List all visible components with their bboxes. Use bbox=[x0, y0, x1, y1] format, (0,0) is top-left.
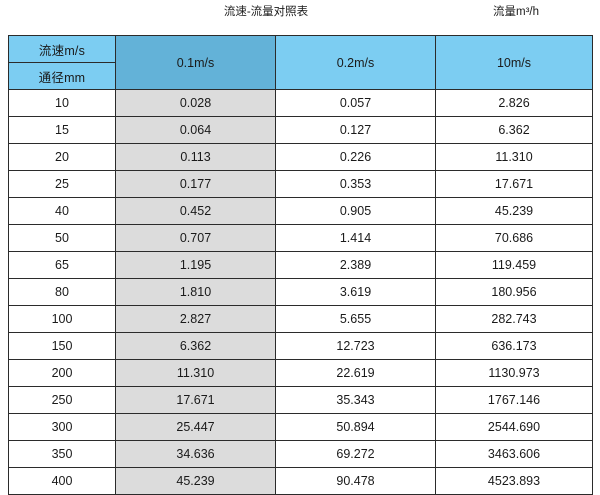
cell-flow-0-2: 22.619 bbox=[275, 359, 436, 387]
caption-row: 流速-流量对照表 流量m³/h bbox=[0, 0, 600, 33]
cell-diameter: 65 bbox=[8, 251, 116, 279]
flow-table-wrapper: 流速m/s 0.1m/s 0.2m/s 10m/s 通径mm 10 0.028 … bbox=[8, 35, 593, 495]
table-row: 40 0.452 0.905 45.239 bbox=[8, 197, 593, 225]
cell-flow-0-1: 0.113 bbox=[115, 143, 276, 171]
cell-flow-0-1: 0.028 bbox=[115, 89, 276, 117]
cell-diameter: 20 bbox=[8, 143, 116, 171]
table-row: 150 6.362 12.723 636.173 bbox=[8, 332, 593, 360]
cell-flow-10: 2.826 bbox=[435, 89, 593, 117]
table-row: 65 1.195 2.389 119.459 bbox=[8, 251, 593, 279]
cell-flow-0-2: 1.414 bbox=[275, 224, 436, 252]
cell-diameter: 15 bbox=[8, 116, 116, 144]
table-row: 400 45.239 90.478 4523.893 bbox=[8, 467, 593, 495]
cell-diameter: 200 bbox=[8, 359, 116, 387]
cell-flow-0-1: 17.671 bbox=[115, 386, 276, 414]
cell-flow-0-2: 90.478 bbox=[275, 467, 436, 495]
cell-flow-0-2: 0.353 bbox=[275, 170, 436, 198]
flow-rate-table: 流速m/s 0.1m/s 0.2m/s 10m/s 通径mm 10 0.028 … bbox=[8, 35, 593, 495]
corner-header-diameter-label: 通径mm bbox=[8, 62, 116, 90]
cell-diameter: 350 bbox=[8, 440, 116, 468]
table-title: 流速-流量对照表 bbox=[223, 6, 309, 18]
cell-flow-0-2: 0.226 bbox=[275, 143, 436, 171]
cell-flow-0-2: 50.894 bbox=[275, 413, 436, 441]
cell-flow-0-1: 6.362 bbox=[115, 332, 276, 360]
cell-flow-10: 4523.893 bbox=[435, 467, 593, 495]
cell-flow-10: 11.310 bbox=[435, 143, 593, 171]
cell-flow-0-2: 0.905 bbox=[275, 197, 436, 225]
cell-diameter: 80 bbox=[8, 278, 116, 306]
cell-diameter: 50 bbox=[8, 224, 116, 252]
cell-flow-0-2: 0.127 bbox=[275, 116, 436, 144]
cell-diameter: 300 bbox=[8, 413, 116, 441]
table-row: 100 2.827 5.655 282.743 bbox=[8, 305, 593, 333]
table-row: 80 1.810 3.619 180.956 bbox=[8, 278, 593, 306]
table-row: 50 0.707 1.414 70.686 bbox=[8, 224, 593, 252]
table-row: 10 0.028 0.057 2.826 bbox=[8, 89, 593, 117]
cell-flow-10: 6.362 bbox=[435, 116, 593, 144]
cell-flow-0-1: 0.064 bbox=[115, 116, 276, 144]
table-row: 25 0.177 0.353 17.671 bbox=[8, 170, 593, 198]
cell-flow-0-1: 2.827 bbox=[115, 305, 276, 333]
cell-flow-0-2: 2.389 bbox=[275, 251, 436, 279]
corner-header-velocity-label: 流速m/s bbox=[8, 35, 116, 63]
table-row: 15 0.064 0.127 6.362 bbox=[8, 116, 593, 144]
header-velocity-2: 10m/s bbox=[435, 35, 593, 90]
header-row-bottom: 通径mm bbox=[8, 62, 593, 90]
cell-flow-0-2: 69.272 bbox=[275, 440, 436, 468]
cell-flow-0-1: 34.636 bbox=[115, 440, 276, 468]
cell-flow-10: 2544.690 bbox=[435, 413, 593, 441]
cell-flow-0-2: 12.723 bbox=[275, 332, 436, 360]
table-body: 10 0.028 0.057 2.826 15 0.064 0.127 6.36… bbox=[8, 89, 593, 495]
cell-flow-0-1: 0.707 bbox=[115, 224, 276, 252]
header-velocity-1: 0.2m/s bbox=[275, 35, 436, 90]
cell-flow-10: 45.239 bbox=[435, 197, 593, 225]
cell-flow-0-1: 0.452 bbox=[115, 197, 276, 225]
header-row-top: 流速m/s 0.1m/s 0.2m/s 10m/s bbox=[8, 35, 593, 90]
table-row: 300 25.447 50.894 2544.690 bbox=[8, 413, 593, 441]
cell-flow-0-1: 1.195 bbox=[115, 251, 276, 279]
cell-flow-0-1: 0.177 bbox=[115, 170, 276, 198]
cell-flow-0-2: 5.655 bbox=[275, 305, 436, 333]
cell-flow-10: 3463.606 bbox=[435, 440, 593, 468]
cell-flow-0-2: 0.057 bbox=[275, 89, 436, 117]
cell-flow-10: 1130.973 bbox=[435, 359, 593, 387]
cell-flow-0-1: 11.310 bbox=[115, 359, 276, 387]
flow-unit-note: 流量m³/h bbox=[493, 6, 539, 18]
header-velocity-0: 0.1m/s bbox=[115, 35, 276, 90]
cell-diameter: 150 bbox=[8, 332, 116, 360]
cell-flow-10: 282.743 bbox=[435, 305, 593, 333]
cell-diameter: 100 bbox=[8, 305, 116, 333]
table-row: 200 11.310 22.619 1130.973 bbox=[8, 359, 593, 387]
cell-flow-0-1: 1.810 bbox=[115, 278, 276, 306]
cell-diameter: 40 bbox=[8, 197, 116, 225]
cell-flow-10: 17.671 bbox=[435, 170, 593, 198]
cell-diameter: 25 bbox=[8, 170, 116, 198]
cell-flow-10: 636.173 bbox=[435, 332, 593, 360]
cell-flow-0-1: 45.239 bbox=[115, 467, 276, 495]
table-row: 20 0.113 0.226 11.310 bbox=[8, 143, 593, 171]
cell-diameter: 10 bbox=[8, 89, 116, 117]
table-header: 流速m/s 0.1m/s 0.2m/s 10m/s 通径mm bbox=[8, 35, 593, 90]
cell-flow-10: 1767.146 bbox=[435, 386, 593, 414]
cell-flow-0-2: 35.343 bbox=[275, 386, 436, 414]
cell-flow-0-2: 3.619 bbox=[275, 278, 436, 306]
cell-diameter: 250 bbox=[8, 386, 116, 414]
table-row: 250 17.671 35.343 1767.146 bbox=[8, 386, 593, 414]
cell-diameter: 400 bbox=[8, 467, 116, 495]
cell-flow-10: 119.459 bbox=[435, 251, 593, 279]
cell-flow-10: 70.686 bbox=[435, 224, 593, 252]
cell-flow-0-1: 25.447 bbox=[115, 413, 276, 441]
cell-flow-10: 180.956 bbox=[435, 278, 593, 306]
table-row: 350 34.636 69.272 3463.606 bbox=[8, 440, 593, 468]
